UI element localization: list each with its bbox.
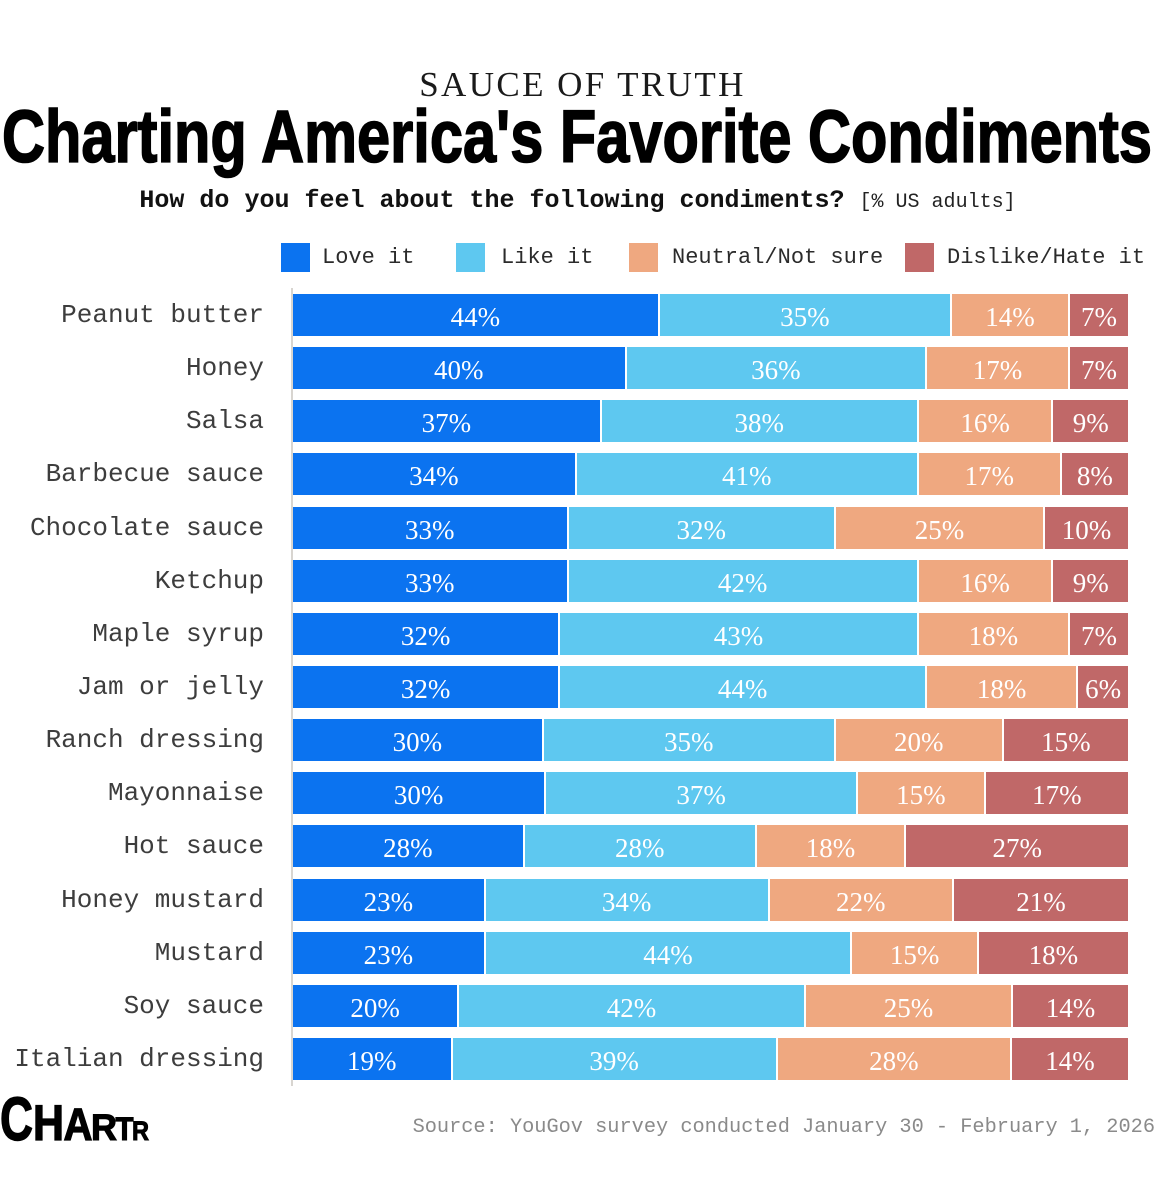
svg-text:R: R bbox=[132, 1116, 149, 1146]
svg-text:H: H bbox=[33, 1095, 64, 1148]
svg-text:T: T bbox=[116, 1111, 134, 1147]
svg-text:A: A bbox=[64, 1099, 93, 1148]
svg-text:Charting America's Favorite Co: Charting America's Favorite Condiments bbox=[2, 100, 1152, 178]
svg-text:C: C bbox=[0, 1088, 33, 1148]
svg-text:R: R bbox=[91, 1107, 117, 1148]
